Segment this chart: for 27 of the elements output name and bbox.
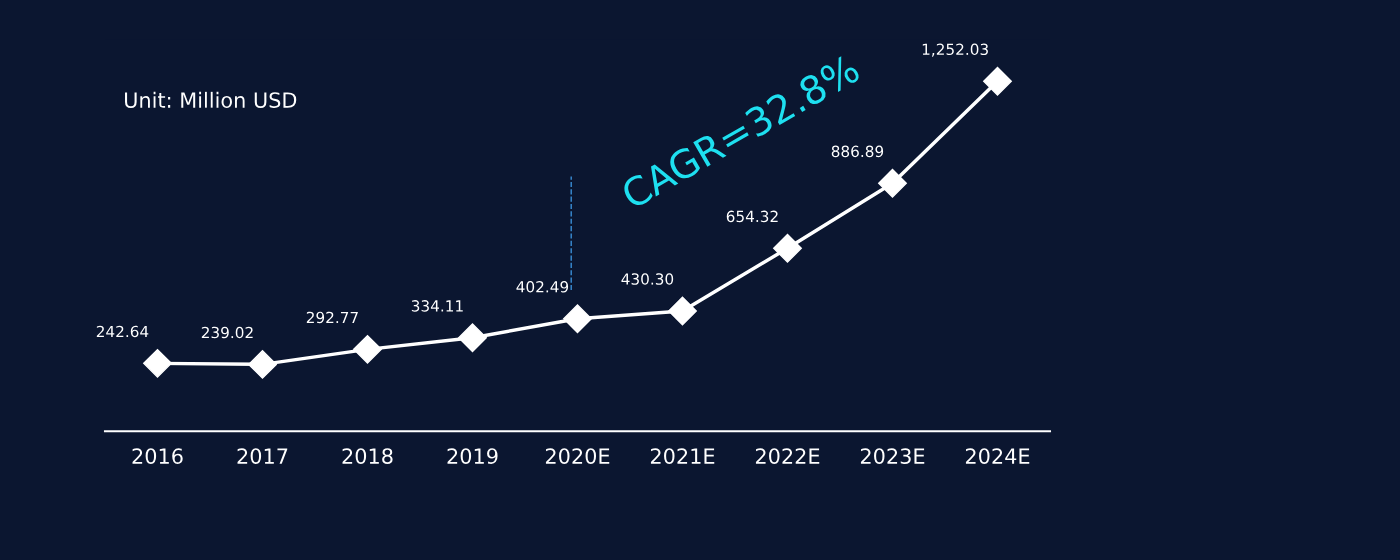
point xyxy=(248,349,277,379)
point xyxy=(143,348,172,378)
point xyxy=(668,296,697,326)
point xyxy=(983,66,1012,96)
point xyxy=(773,233,802,263)
x-tick-label: 2016 xyxy=(132,448,183,464)
x-tick-label: 2020E xyxy=(545,448,610,464)
point xyxy=(458,323,487,353)
x-tick-label: 2024E xyxy=(965,448,1030,464)
x-tick-label: 2017 xyxy=(237,448,288,464)
annotation: Unit: Million USD xyxy=(125,91,297,108)
data-label: 1,252.03 xyxy=(922,43,988,57)
point xyxy=(878,168,907,198)
data-label: 239.02 xyxy=(201,326,253,339)
data-label: 292.77 xyxy=(306,311,358,324)
x-tick-label: 2021E xyxy=(650,448,715,464)
x-tick-label: 2023E xyxy=(860,448,925,464)
x-tick-label: 2022E xyxy=(755,448,820,464)
x-tick-label: 2018 xyxy=(342,448,393,464)
x-tick-label: 2019 xyxy=(447,448,498,464)
point xyxy=(563,304,592,334)
data-label: 242.64 xyxy=(96,325,149,338)
data-label: 430.30 xyxy=(621,273,674,285)
point xyxy=(353,334,382,364)
data-label: 402.49 xyxy=(516,281,569,293)
data-label: 654.32 xyxy=(726,210,778,223)
data-label: 334.11 xyxy=(411,300,463,312)
